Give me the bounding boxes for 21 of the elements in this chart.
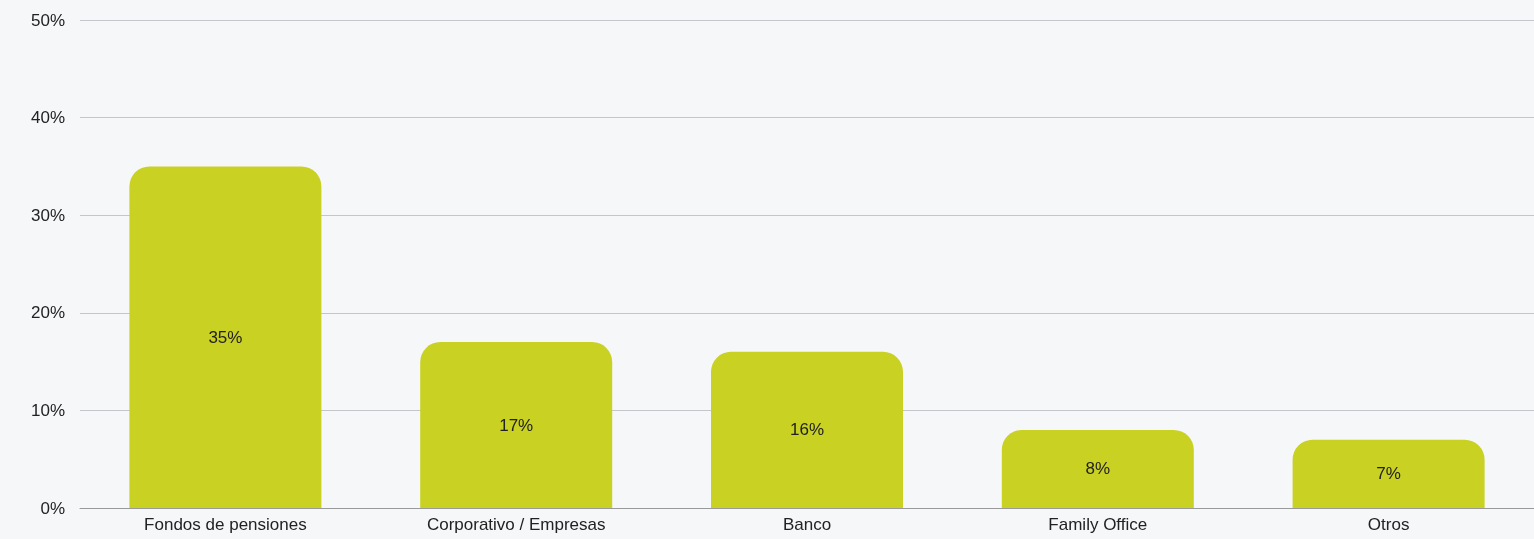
data-label: 17%	[499, 415, 534, 435]
bar	[1292, 439, 1485, 508]
x-tick-label: Otros	[1367, 515, 1410, 534]
x-tick-label: Banco	[782, 515, 832, 534]
y-tick-label: 20%	[30, 303, 65, 323]
y-tick-label: 40%	[30, 108, 65, 128]
bar	[1001, 429, 1194, 508]
bar	[129, 166, 322, 508]
data-label: 35%	[208, 327, 243, 347]
x-tick-label: Family Office	[1048, 515, 1148, 534]
y-tick-label: 10%	[30, 400, 65, 420]
data-label: 7%	[1376, 464, 1401, 484]
y-tick-label: 0%	[40, 498, 65, 518]
bar	[420, 342, 613, 508]
y-tick-label: 50%	[30, 10, 65, 30]
data-label: 16%	[789, 420, 825, 440]
y-tick-label: 30%	[30, 205, 65, 225]
bar	[711, 351, 903, 508]
data-label: 8%	[1085, 459, 1111, 479]
x-tick-label: Fondos de pensiones	[144, 515, 307, 534]
x-tick-label: Corporativo / Empresas	[426, 515, 606, 534]
